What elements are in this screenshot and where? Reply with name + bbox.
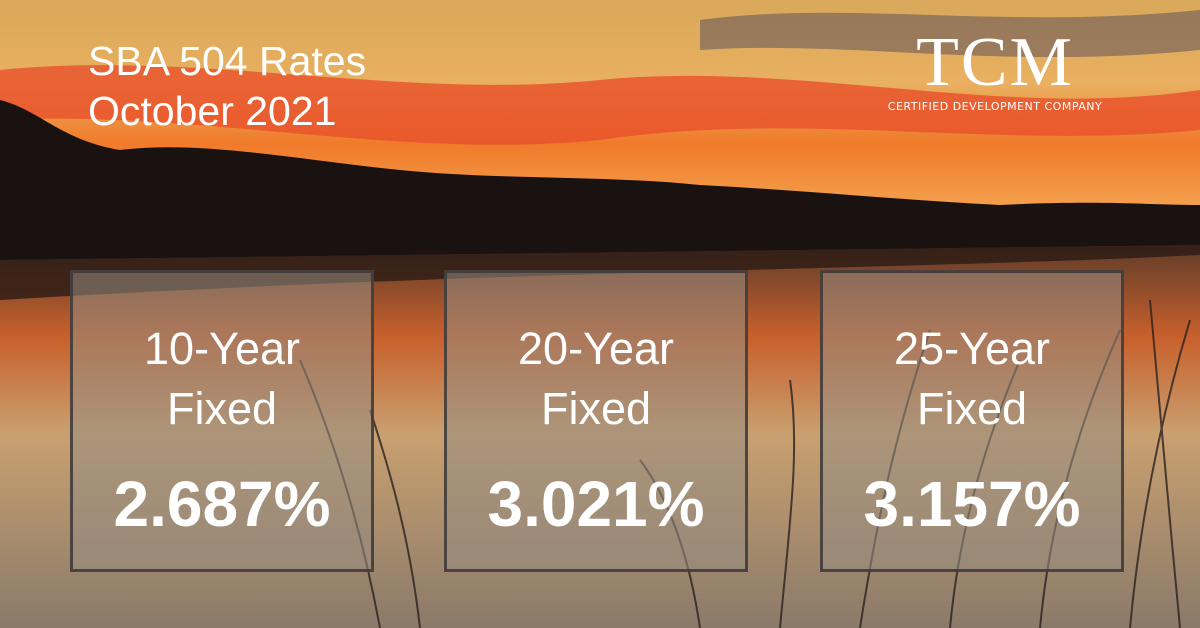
- rate-card: 10-Year Fixed 2.687%: [70, 270, 374, 572]
- label-line: Fixed: [916, 383, 1028, 434]
- label-line: Fixed: [540, 383, 652, 434]
- rate-value: 3.157%: [863, 468, 1081, 540]
- title: SBA 504 Rates October 2021: [88, 36, 366, 136]
- rate-label: 10-Year Fixed: [73, 319, 371, 439]
- logo-mark: TCM: [916, 24, 1074, 101]
- rate-value: 2.687%: [113, 468, 331, 540]
- label-line: Fixed: [166, 383, 278, 434]
- label-line: 25-Year: [894, 323, 1050, 374]
- logo-tagline: CERTIFIED DEVELOPMENT COMPANY: [887, 100, 1103, 113]
- label-line: 10-Year: [144, 323, 300, 374]
- label-line: 20-Year: [518, 323, 674, 374]
- rate-label: 25-Year Fixed: [823, 319, 1121, 439]
- title-line: SBA 504 Rates: [88, 38, 367, 84]
- logo: TCM CERTIFIED DEVELOPMENT COMPANY: [870, 24, 1120, 114]
- rate-value: 3.021%: [487, 468, 705, 540]
- rate-card: 20-Year Fixed 3.021%: [444, 270, 748, 572]
- rate-label: 20-Year Fixed: [447, 319, 745, 439]
- title-line: October 2021: [88, 88, 337, 134]
- rate-card: 25-Year Fixed 3.157%: [820, 270, 1124, 572]
